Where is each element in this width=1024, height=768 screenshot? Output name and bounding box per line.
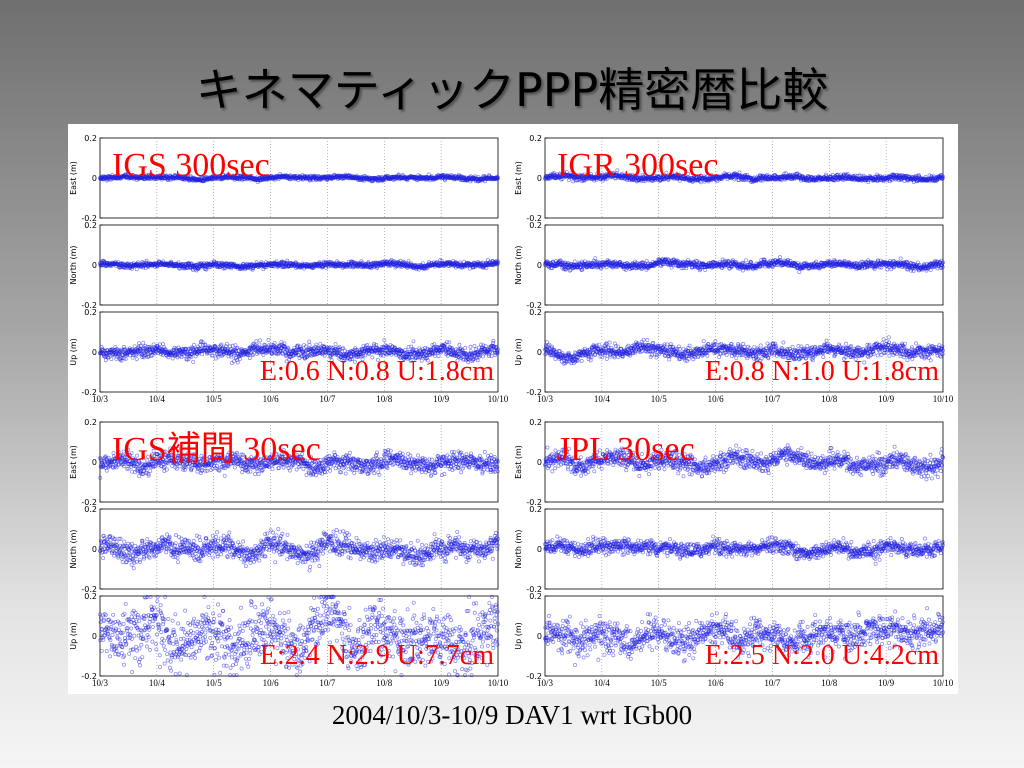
x-tick-label: 10/7 — [319, 394, 336, 404]
y-tick-label: 0.2 — [529, 134, 542, 143]
y-tick-label: 0 — [92, 261, 97, 270]
y-axis-label: Up (m) — [69, 338, 78, 366]
x-tick-label: 10/9 — [433, 394, 450, 404]
x-tick-label: 10/4 — [149, 394, 166, 404]
figure-panel: 0.2 0 -0.2 East (m) 0.2 0 -0.2 North (m) 0.2 0 -0.… — [68, 124, 958, 694]
y-tick-label: 0.2 — [84, 134, 97, 143]
x-tick-label: 10/10 — [488, 394, 509, 404]
x-tick-label: 10/6 — [263, 394, 280, 404]
chart-title: IGS 300sec — [112, 147, 270, 184]
x-tick-label: 10/5 — [206, 394, 223, 404]
x-tick-label: 10/3 — [92, 394, 109, 404]
y-tick-label: 0 — [537, 174, 542, 183]
y-tick-label: 0 — [92, 348, 97, 357]
slide-title: キネマティックPPP精密暦比較 — [0, 54, 1024, 120]
y-tick-label: 0.2 — [84, 221, 97, 230]
y-axis-label: East (m) — [514, 161, 523, 195]
y-axis-label: North (m) — [69, 246, 78, 285]
y-axis-label: East (m) — [69, 161, 78, 195]
stats-label: E:0.6 N:0.8 U:1.8cm — [260, 356, 494, 387]
y-tick-label: 0.2 — [84, 308, 97, 317]
y-tick-label: 0 — [92, 174, 97, 183]
x-tick-label: 10/8 — [376, 394, 393, 404]
